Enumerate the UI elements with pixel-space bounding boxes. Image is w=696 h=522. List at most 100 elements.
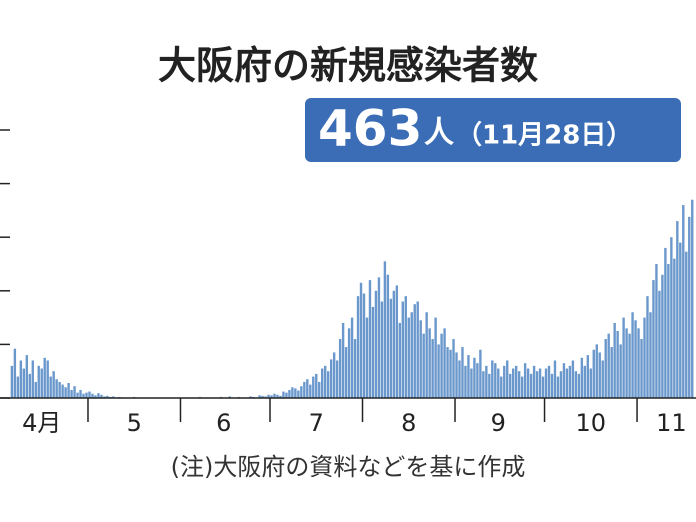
bar [58,381,61,398]
bar [646,296,649,398]
bar [67,382,70,398]
bar [685,251,688,398]
bar [43,357,46,398]
bar [31,360,34,398]
bar [76,392,79,398]
bar [428,328,431,398]
bar [362,293,366,398]
bar [485,365,488,398]
bar [419,320,422,398]
bar [679,242,682,398]
bar [377,277,381,398]
bar [73,386,76,398]
bar [52,371,55,398]
bar [404,296,407,398]
bar [306,379,309,398]
bar [70,389,73,398]
bar [312,376,315,398]
bar [553,360,557,398]
bar [13,348,17,398]
bar [604,339,607,398]
bar [571,360,575,398]
bar [34,381,37,398]
bar [622,317,625,398]
bar [97,393,100,398]
highlight-unit: 人 [424,116,454,151]
bar [595,344,598,398]
bar [395,285,399,398]
bar [455,352,458,398]
bar [640,339,643,398]
bar [300,386,303,398]
bar [16,376,20,398]
x-tick-label: 6 [216,409,231,437]
bar [652,280,655,398]
bar [303,381,306,398]
bar [392,290,396,398]
bar [10,365,14,398]
bar [64,387,67,398]
bar [264,396,267,398]
bar [401,301,404,398]
bar [494,363,497,398]
bar [297,390,300,398]
x-tick-label: 4月 [22,409,61,437]
bar [276,394,279,398]
x-tick-label: 11 [656,409,687,437]
bar [619,344,622,398]
bar [413,304,416,398]
bar [365,317,369,398]
bar [649,312,652,398]
bar [309,384,312,398]
source-note: (注)大阪府の資料などを基に作成 [171,453,526,481]
bar [324,365,327,398]
bar [520,376,524,398]
bar [285,392,288,398]
bar [631,312,634,398]
bar [261,395,264,398]
bar [601,360,604,398]
bar [371,306,375,398]
bar [565,368,569,398]
x-tick-label: 9 [491,409,506,437]
bar [512,368,515,398]
bar [425,312,428,398]
bar [532,365,536,398]
bar [344,347,348,398]
bar [40,368,43,398]
bar [503,365,506,398]
bar [655,264,658,398]
bar [673,258,676,398]
bar [628,333,631,398]
x-tick-label: 7 [309,409,324,437]
bar [476,363,479,398]
bar [559,371,563,398]
bar [625,328,628,398]
bar [294,388,297,398]
bar [637,328,640,398]
bar [616,331,619,398]
bar [461,347,464,398]
bar [389,298,393,398]
bar [634,320,637,398]
bar [341,322,345,398]
bar [398,322,402,398]
bar [368,280,372,398]
bar [664,247,667,398]
highlight-badge [305,98,681,162]
bar [37,365,40,398]
bar [667,264,670,398]
bar [407,317,410,398]
highlight-date: （11月28日） [456,121,632,151]
bar [282,391,285,398]
bar [25,355,29,398]
bar [94,395,97,398]
bar [335,360,339,398]
bar [315,373,318,398]
bar [464,365,467,398]
bar [279,395,282,398]
bar [267,394,270,398]
bar [535,371,539,398]
